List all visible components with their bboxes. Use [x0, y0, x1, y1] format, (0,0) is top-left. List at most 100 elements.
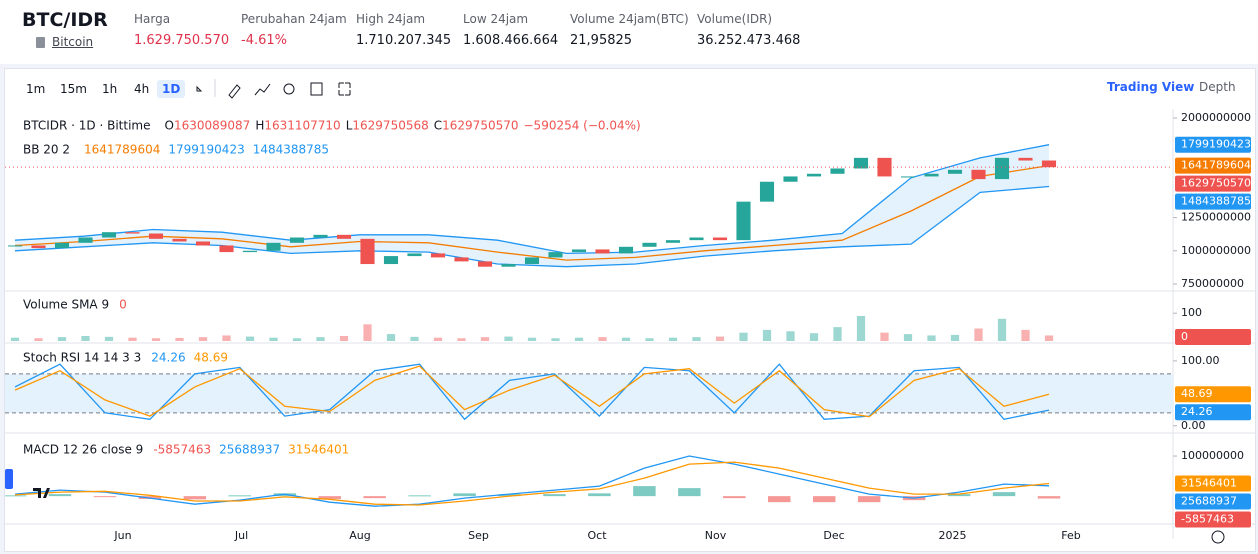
indicator-line — [14, 365, 1050, 418]
x-tick-label: Oct — [587, 529, 607, 542]
candle — [7, 245, 23, 247]
price-badge — [1175, 404, 1251, 421]
fullscreen-icon[interactable] — [338, 82, 351, 96]
volume-bar — [175, 337, 184, 341]
ohlc-value: 1630089087 — [174, 119, 250, 133]
candle — [125, 232, 140, 234]
histogram-bar — [947, 494, 971, 497]
price-badge-label: 1641789604 — [1181, 159, 1251, 172]
x-tick-label: 2025 — [939, 529, 967, 542]
stat-value: 36.252.473.468 — [697, 33, 801, 48]
price-badge — [1175, 475, 1251, 492]
settings-button[interactable] — [1211, 530, 1225, 544]
price-badge-label: 48.69 — [1181, 387, 1213, 400]
volume-bar — [903, 334, 913, 341]
y-tick-label: 0.00 — [1181, 419, 1206, 432]
histogram-bar — [183, 496, 207, 500]
volume-bar — [974, 328, 983, 341]
interval-button[interactable]: 1h — [102, 82, 118, 96]
price-badge — [1175, 493, 1251, 510]
histogram-bar — [678, 488, 701, 497]
view-tab[interactable]: Trading View — [1107, 80, 1195, 94]
view-tab[interactable]: Depth — [1199, 80, 1236, 94]
volume-bar — [739, 332, 748, 341]
price-badge-label: 0 — [1181, 330, 1188, 343]
indicator-line — [14, 363, 1050, 421]
volume-bar — [927, 335, 936, 341]
volume-bar — [1044, 335, 1054, 341]
interval-button[interactable]: 4h — [134, 82, 150, 96]
y-tick-label: 1000000000 — [1181, 244, 1251, 257]
stat-value: 1.710.207.345 — [356, 33, 452, 48]
asset-link[interactable]: Bitcoin — [52, 35, 94, 49]
candle — [266, 242, 281, 251]
settings-icon[interactable] — [283, 83, 295, 95]
stat-value: 21,95825 — [570, 33, 633, 48]
volume-bar — [1021, 329, 1030, 341]
stat: Perubahan 24jam -4.61% — [241, 12, 347, 48]
candle — [595, 249, 610, 254]
histogram-bar — [5, 495, 27, 497]
candle — [994, 157, 1010, 180]
volume-bar — [104, 336, 114, 341]
stat: Low 24jam 1.608.466.664 — [463, 12, 558, 48]
y-tick-label: 1250000000 — [1181, 211, 1251, 224]
volume-bar — [762, 329, 772, 341]
volume-bar — [880, 332, 889, 341]
candle — [313, 234, 328, 238]
candle — [524, 257, 540, 265]
stat-label: Volume 24jam(BTC) — [570, 12, 689, 26]
volume-bar — [668, 337, 678, 341]
interval-button[interactable]: 1m — [26, 82, 46, 96]
candle — [430, 253, 446, 258]
candle — [665, 240, 681, 243]
interval-button[interactable]: 1D — [157, 80, 186, 98]
price-badge — [1175, 329, 1251, 345]
indicator-value: 0 — [119, 298, 127, 312]
price-badge-label: 25688937 — [1181, 494, 1237, 507]
price-badge — [1175, 175, 1251, 192]
candle — [31, 245, 46, 249]
histogram-bar — [1037, 496, 1061, 499]
candle — [759, 181, 775, 202]
stat-label: High 24jam — [356, 12, 426, 26]
y-tick-label: 100 — [1181, 306, 1202, 319]
volume-bar — [997, 318, 1007, 341]
histogram-bar — [408, 495, 431, 497]
bollinger-line — [14, 164, 1050, 261]
dropdown-icon[interactable] — [196, 85, 203, 92]
volume-bar — [34, 338, 43, 341]
volume-bar — [198, 337, 208, 341]
candle — [712, 237, 728, 241]
indicator-icon[interactable] — [254, 83, 271, 96]
candle — [642, 242, 657, 247]
candle — [1018, 157, 1033, 161]
stat-label: Volume(IDR) — [697, 12, 773, 26]
volume-bar — [551, 338, 560, 341]
stat: High 24jam 1.710.207.345 — [356, 12, 451, 48]
y-tick-label: 100.00 — [1181, 354, 1220, 367]
indicator-value: 25688937 — [219, 443, 280, 457]
draw-icon[interactable] — [228, 84, 241, 99]
interval-button[interactable]: 15m — [60, 82, 87, 96]
chart-panel: 1m 15m 1h 4h 1D Trading View Depth 750000000 10… — [4, 68, 1256, 552]
indicator-value: -5857463 — [153, 443, 211, 457]
candle — [830, 168, 845, 174]
volume-bar — [57, 337, 67, 341]
candle — [548, 252, 563, 258]
save-icon[interactable] — [310, 82, 323, 96]
stat: Volume(IDR) 36.252.473.468 — [697, 12, 800, 48]
price-badge-label: 1629750570 — [1181, 177, 1251, 190]
volume-bar — [833, 327, 842, 341]
indicator-value: 48.69 — [194, 351, 228, 365]
histogram-bar — [498, 494, 521, 497]
candle — [383, 256, 399, 265]
volume-bar — [574, 337, 584, 341]
volume-bar — [504, 336, 513, 341]
volume-bar — [10, 337, 20, 341]
candle — [360, 238, 375, 265]
candle — [407, 253, 422, 257]
toolbar-icons — [196, 79, 351, 99]
candle — [971, 169, 986, 180]
volume-bar — [457, 338, 466, 341]
